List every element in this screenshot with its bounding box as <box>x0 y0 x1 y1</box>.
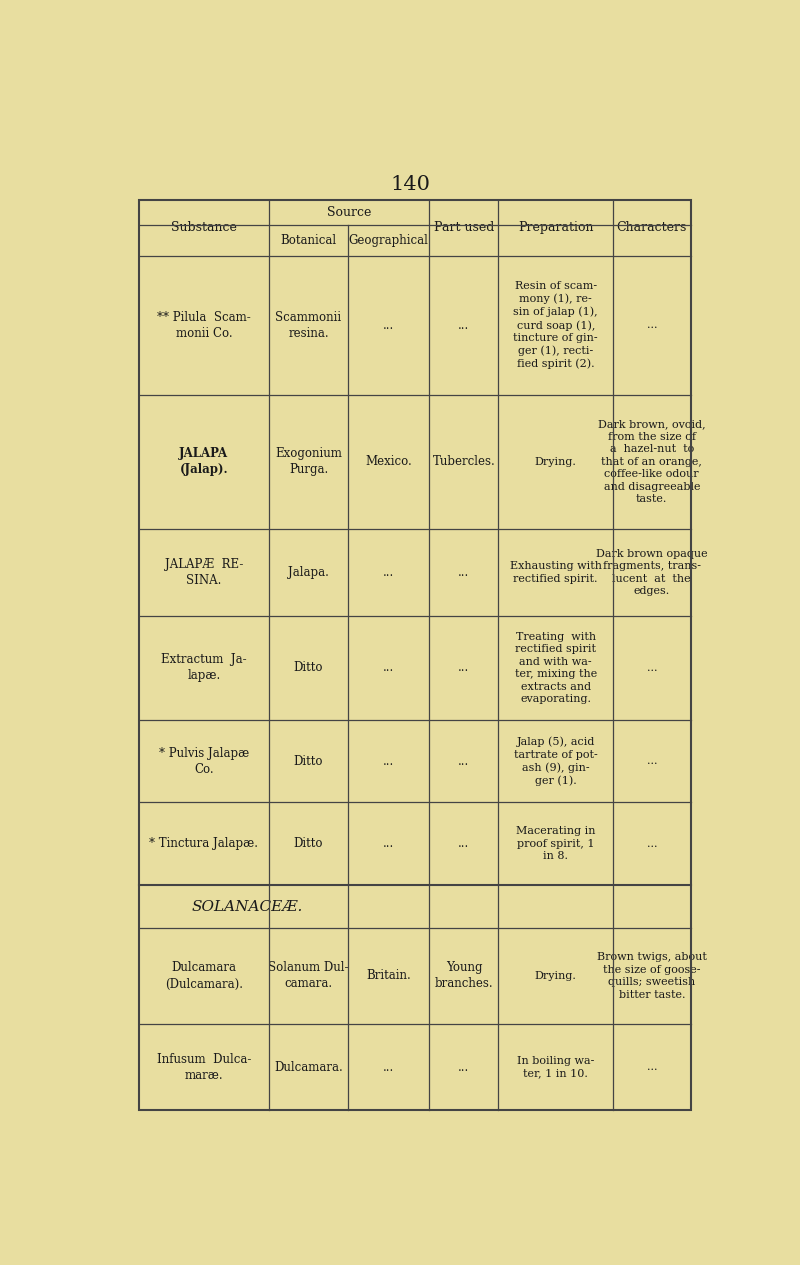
Text: ...: ... <box>458 755 470 768</box>
Text: Exhausting with
rectified spirit.: Exhausting with rectified spirit. <box>510 562 602 583</box>
Text: Dulcamara
(Dulcamara).: Dulcamara (Dulcamara). <box>165 961 243 990</box>
Text: SOLANACEÆ.: SOLANACEÆ. <box>191 899 303 913</box>
Text: ...: ... <box>458 837 470 850</box>
Text: Britain.: Britain. <box>366 969 411 983</box>
Text: ...: ... <box>458 319 470 331</box>
Text: ...: ... <box>646 663 657 673</box>
Text: Substance: Substance <box>171 221 237 234</box>
Text: JALAPA
(Jalap).: JALAPA (Jalap). <box>179 448 229 477</box>
Text: ...: ... <box>383 755 394 768</box>
Text: Exogonium
Purga.: Exogonium Purga. <box>275 448 342 477</box>
Text: * Tinctura Jalapæ.: * Tinctura Jalapæ. <box>150 837 258 850</box>
Text: Ditto: Ditto <box>294 837 323 850</box>
Text: Dark brown opaque
fragments, trans-
lucent  at  the
edges.: Dark brown opaque fragments, trans- luce… <box>596 549 708 596</box>
Text: ...: ... <box>646 1063 657 1071</box>
Text: ...: ... <box>646 839 657 849</box>
Text: JALAPÆ  RE-
SINA.: JALAPÆ RE- SINA. <box>165 558 243 587</box>
Text: ...: ... <box>458 662 470 674</box>
Text: Jalap (5), acid
tartrate of pot-
ash (9), gin-
ger (1).: Jalap (5), acid tartrate of pot- ash (9)… <box>514 736 598 786</box>
Text: Source: Source <box>327 206 371 219</box>
Text: Macerating in
proof spirit, 1
in 8.: Macerating in proof spirit, 1 in 8. <box>516 826 595 861</box>
Text: Jalapa.: Jalapa. <box>288 565 329 579</box>
Text: Brown twigs, about
the size of goose-
quills; sweetish
bitter taste.: Brown twigs, about the size of goose- qu… <box>597 953 706 999</box>
Text: Young
branches.: Young branches. <box>434 961 493 990</box>
Text: Dark brown, ovoid,
from the size of
a  hazel-nut  to
that of an orange,
coffee-l: Dark brown, ovoid, from the size of a ha… <box>598 420 706 503</box>
Text: ...: ... <box>383 1060 394 1074</box>
Text: Preparation: Preparation <box>518 221 594 234</box>
Text: Solanum Dul-
camara.: Solanum Dul- camara. <box>268 961 349 990</box>
Text: ...: ... <box>383 662 394 674</box>
Text: ** Pilula  Scam-
monii Co.: ** Pilula Scam- monii Co. <box>157 311 250 340</box>
Text: ...: ... <box>458 565 470 579</box>
Text: Botanical: Botanical <box>281 234 337 247</box>
Text: Resin of scam-
mony (1), re-
sin of jalap (1),
curd soap (1),
tincture of gin-
g: Resin of scam- mony (1), re- sin of jala… <box>514 281 598 369</box>
Text: Treating  with
rectified spirit
and with wa-
ter, mixing the
extracts and
evapor: Treating with rectified spirit and with … <box>514 632 597 703</box>
Text: ...: ... <box>383 837 394 850</box>
Text: ...: ... <box>458 1060 470 1074</box>
Text: Dulcamara.: Dulcamara. <box>274 1060 343 1074</box>
Text: Characters: Characters <box>617 221 687 234</box>
Text: Scammonii
resina.: Scammonii resina. <box>275 311 342 340</box>
Text: * Pulvis Jalapæ
Co.: * Pulvis Jalapæ Co. <box>158 746 249 775</box>
Text: ...: ... <box>646 756 657 767</box>
Text: Mexico.: Mexico. <box>366 455 412 468</box>
Text: Drying.: Drying. <box>534 972 577 980</box>
Text: 140: 140 <box>390 175 430 194</box>
Text: Drying.: Drying. <box>534 457 577 467</box>
Text: Geographical: Geographical <box>349 234 429 247</box>
Text: Part used: Part used <box>434 221 494 234</box>
Text: Ditto: Ditto <box>294 755 323 768</box>
Text: Infusum  Dulca-
maræ.: Infusum Dulca- maræ. <box>157 1052 251 1082</box>
Text: In boiling wa-
ter, 1 in 10.: In boiling wa- ter, 1 in 10. <box>517 1056 594 1078</box>
Text: ...: ... <box>646 320 657 330</box>
Text: Ditto: Ditto <box>294 662 323 674</box>
Text: Extractum  Ja-
lapæ.: Extractum Ja- lapæ. <box>161 654 246 682</box>
Text: Tubercles.: Tubercles. <box>433 455 495 468</box>
Text: ...: ... <box>383 319 394 331</box>
Text: ...: ... <box>383 565 394 579</box>
Bar <box>138 200 690 1111</box>
